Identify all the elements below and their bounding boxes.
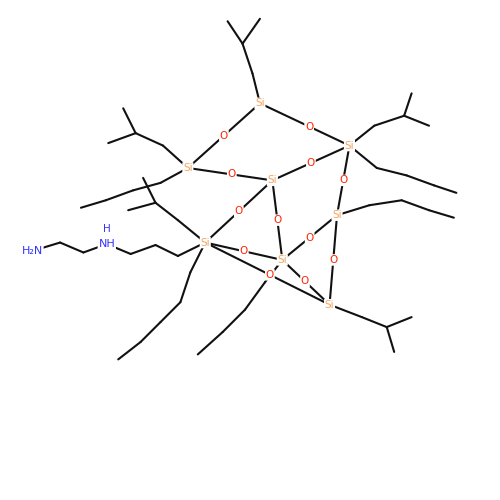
Text: Si: Si [200, 238, 210, 248]
Text: Si: Si [183, 163, 192, 173]
Text: O: O [266, 270, 274, 280]
Text: NH: NH [98, 239, 115, 249]
Text: O: O [228, 170, 236, 179]
Text: O: O [240, 246, 248, 256]
Text: O: O [307, 158, 315, 168]
Text: Si: Si [324, 300, 334, 310]
Text: O: O [273, 215, 281, 225]
Text: Si: Si [255, 98, 265, 108]
Text: O: O [329, 255, 338, 265]
Text: O: O [234, 206, 243, 216]
Text: O: O [305, 122, 314, 132]
Text: O: O [301, 276, 309, 286]
Text: Si: Si [344, 140, 354, 150]
Text: O: O [220, 130, 228, 140]
Text: H₂N: H₂N [22, 246, 43, 256]
Text: Si: Si [268, 176, 277, 186]
Text: H: H [103, 224, 110, 234]
Text: O: O [306, 232, 314, 242]
Text: Si: Si [278, 255, 287, 265]
Text: Si: Si [332, 210, 342, 220]
Text: O: O [339, 176, 347, 186]
